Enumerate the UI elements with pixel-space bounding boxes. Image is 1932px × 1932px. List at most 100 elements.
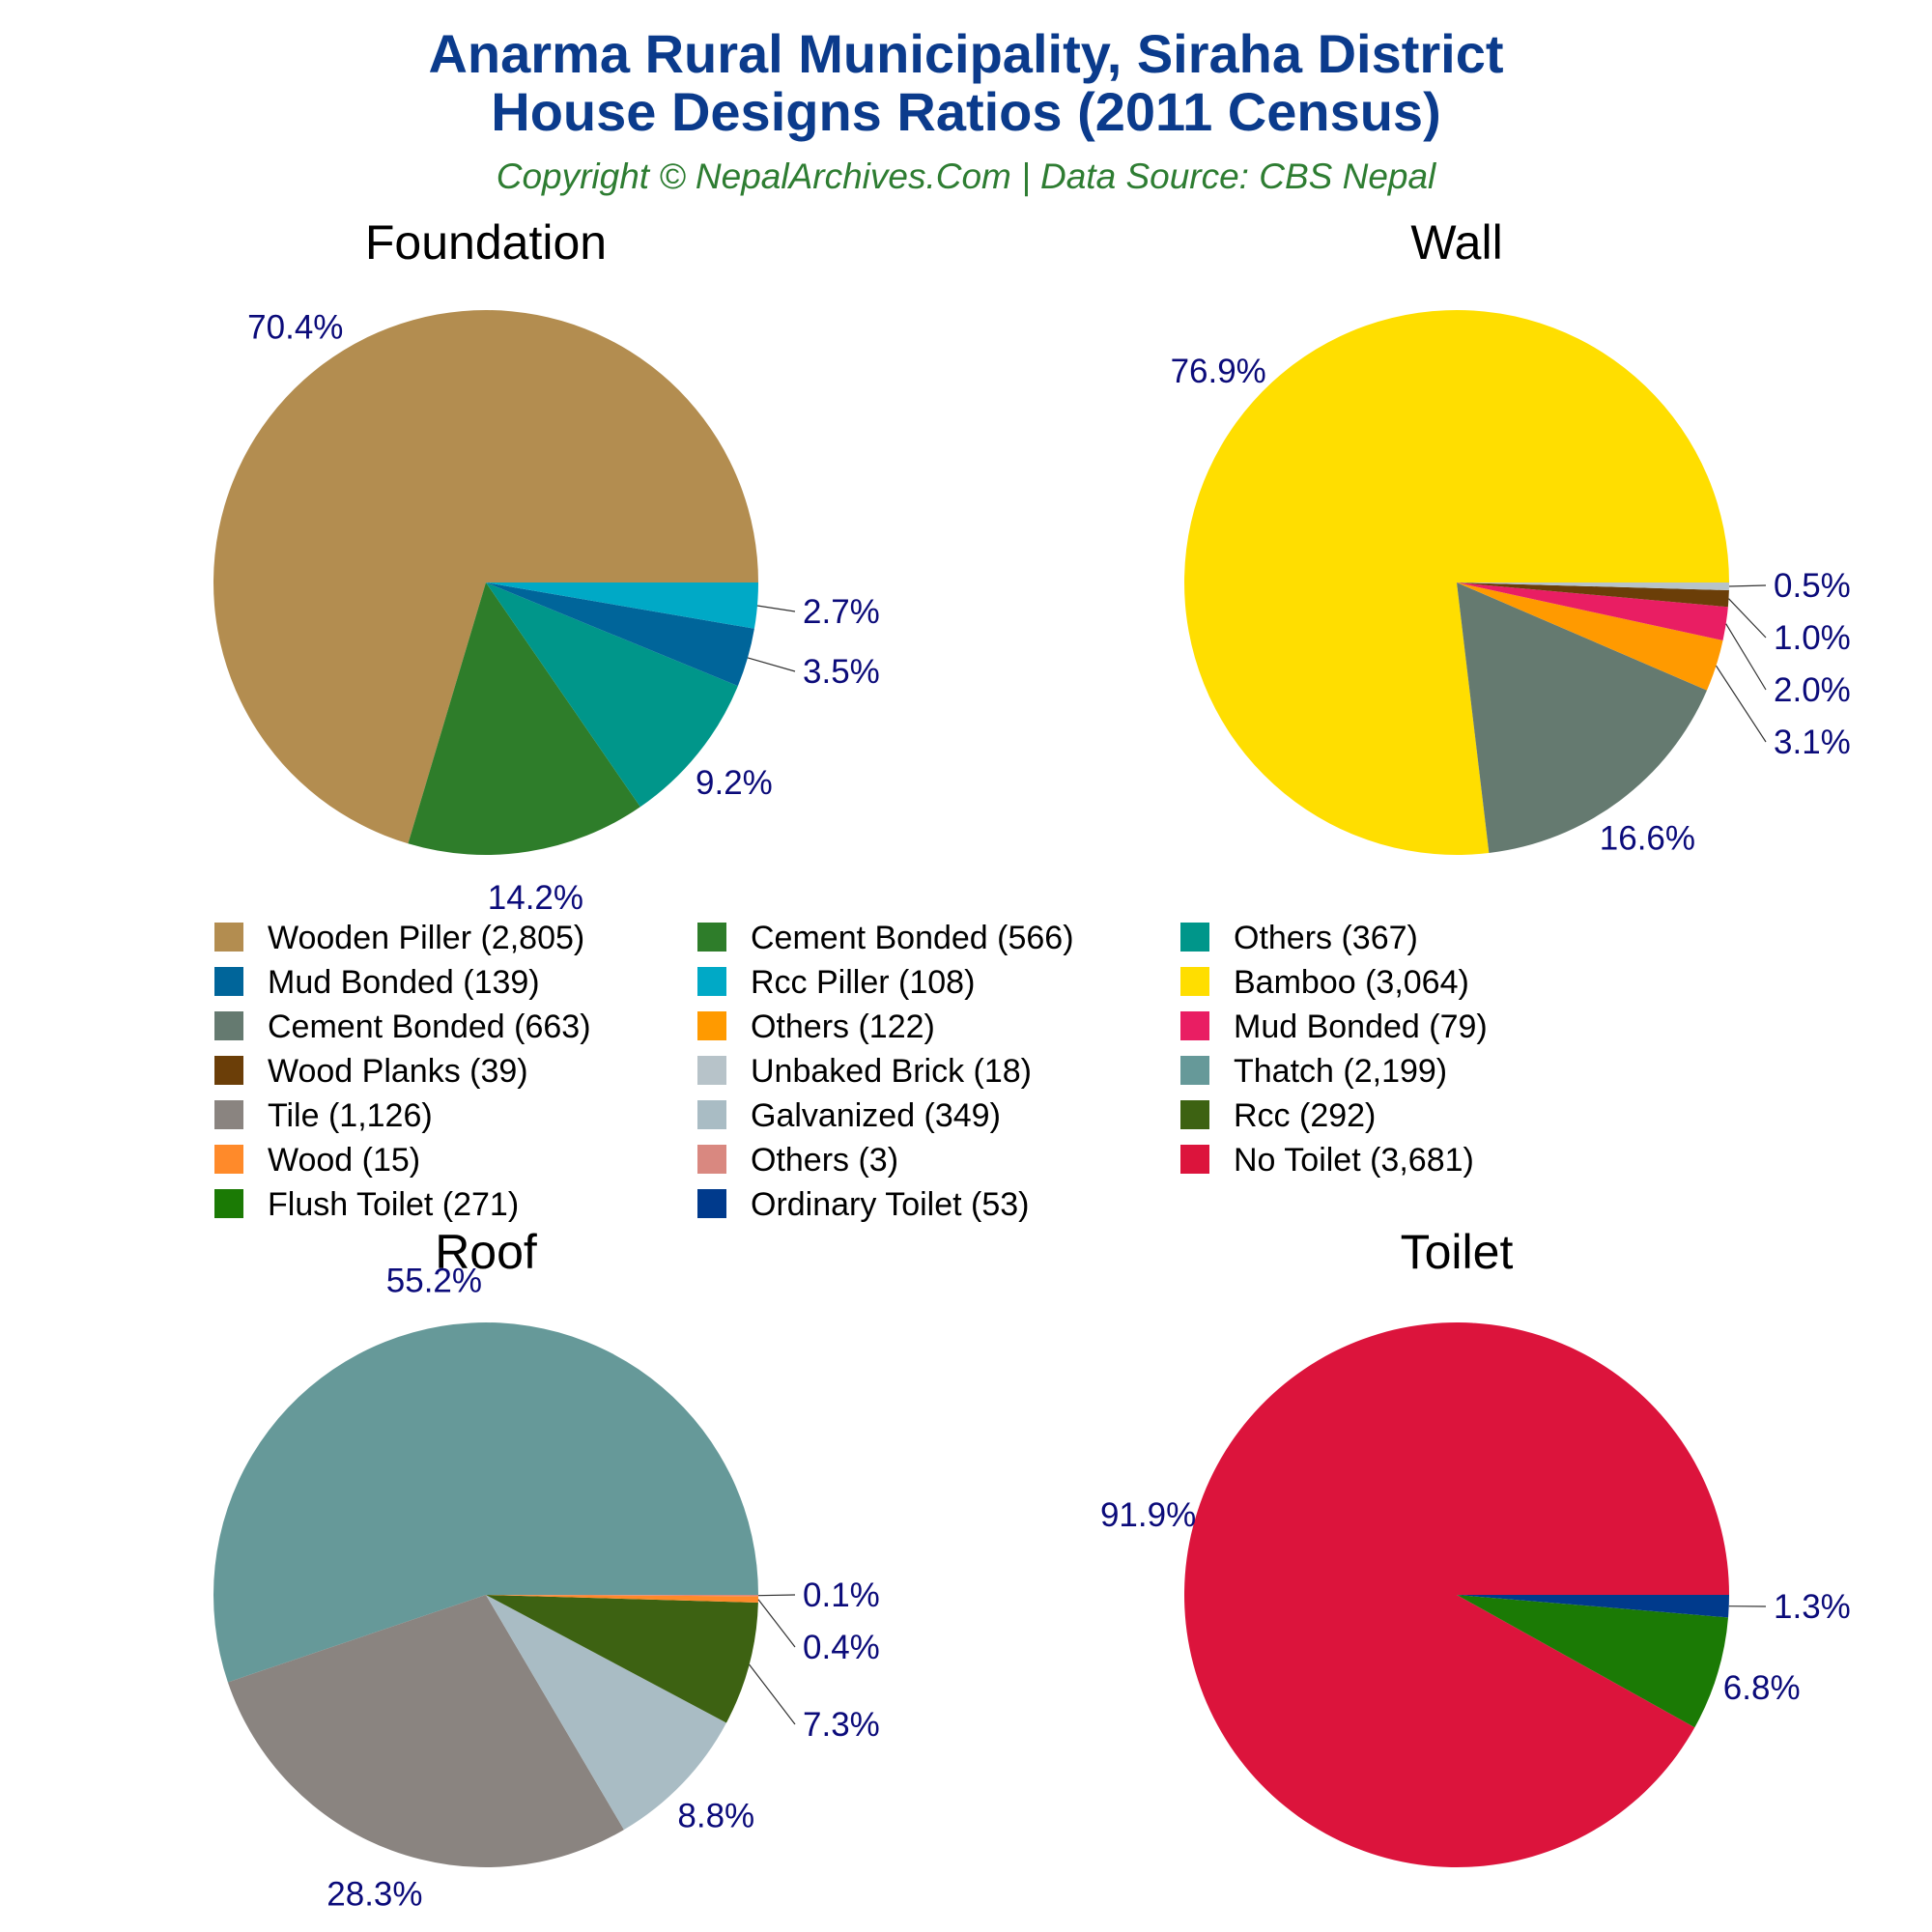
slice-roof-thatch: [213, 1322, 758, 1683]
legend-label-tile-1-126: Tile (1,126): [268, 1097, 433, 1134]
legend-swatch-wood-15: [214, 1145, 243, 1174]
legend-swatch-galvanized-349: [697, 1100, 726, 1129]
slice-roof-rcc: [486, 1595, 758, 1723]
chart-title-line1: Anarma Rural Municipality, Siraha Distri…: [428, 23, 1503, 84]
legend-swatch-unbaked-brick-18: [697, 1056, 726, 1085]
legend-label-others-3: Others (3): [751, 1142, 898, 1179]
legend-swatch-cement-bonded-566: [697, 923, 726, 952]
legend-swatch-wooden-piller-2-805: [214, 923, 243, 952]
pct-label-roof-others: 0.1%: [803, 1577, 880, 1614]
pie-title-wall: Wall: [1410, 215, 1502, 270]
legend-label-galvanized-349: Galvanized (349): [751, 1097, 1001, 1134]
slice-toilet-ordinary-toilet: [1457, 1595, 1729, 1618]
pct-label-wall-unbaked-brick: 0.5%: [1774, 567, 1851, 605]
leader-line-roof-wood: [757, 1599, 796, 1648]
legend-label-rcc-piller-108: Rcc Piller (108): [751, 964, 975, 1001]
pct-label-wall-wood-planks: 1.0%: [1774, 619, 1851, 657]
slice-roof-wood: [486, 1595, 758, 1603]
pie-toilet: Toilet 91.9% 6.8% 1.3%: [1100, 1225, 1851, 1868]
chart-subtitle: Copyright © NepalArchives.Com | Data Sou…: [497, 156, 1437, 196]
slice-foundation-mud-bonded: [486, 582, 754, 687]
leader-line-wall-unbaked-brick: [1728, 584, 1767, 587]
legend-label-thatch-2-199: Thatch (2,199): [1234, 1053, 1447, 1090]
legend-swatch-mud-bonded-79: [1180, 1011, 1209, 1040]
pct-label-wall-cement-bonded: 16.6%: [1600, 819, 1695, 857]
legend-swatch-flush-toilet-271: [214, 1189, 243, 1218]
legend-label-ordinary-toilet-53: Ordinary Toilet (53): [751, 1186, 1030, 1223]
pct-label-toilet-flush-toilet: 6.8%: [1723, 1669, 1801, 1707]
slice-roof-others: [486, 1595, 759, 1597]
pct-label-foundation-rcc-piller: 2.7%: [803, 593, 880, 631]
slice-foundation-wooden-piller: [213, 310, 758, 844]
pct-label-foundation-cement-bonded: 14.2%: [488, 879, 583, 917]
slice-toilet-flush-toilet: [1457, 1595, 1729, 1728]
legend-label-flush-toilet-271: Flush Toilet (271): [268, 1186, 519, 1223]
leader-line-wall-wood-planks: [1728, 598, 1767, 639]
legend-swatch-rcc-292: [1180, 1100, 1209, 1129]
leader-line-foundation-rcc-piller: [756, 605, 796, 612]
legend-swatch-thatch-2-199: [1180, 1056, 1209, 1085]
slice-roof-galvanized: [486, 1595, 726, 1831]
legend-label-wooden-piller-2-805: Wooden Piller (2,805): [268, 920, 584, 956]
legend-swatch-tile-1-126: [214, 1100, 243, 1129]
pie-wall: Wall 76.9% 16.6% 3.1% 2.0% 1.0% 0.5%: [1171, 215, 1851, 857]
pie-title-foundation: Foundation: [365, 215, 607, 270]
legend-label-wood-15: Wood (15): [268, 1142, 420, 1179]
legend-label-no-toilet-3-681: No Toilet (3,681): [1234, 1142, 1474, 1179]
legend-label-mud-bonded-139: Mud Bonded (139): [268, 964, 540, 1001]
pie-title-toilet: Toilet: [1401, 1225, 1514, 1279]
slice-wall-wood-planks: [1457, 582, 1729, 608]
slice-wall-unbaked-brick: [1457, 582, 1729, 590]
legend-label-cement-bonded-663: Cement Bonded (663): [268, 1009, 591, 1045]
chart-title-line2: House Designs Ratios (2011 Census): [491, 81, 1440, 142]
legend-label-rcc-292: Rcc (292): [1234, 1097, 1376, 1134]
leader-line-roof-rcc: [749, 1663, 796, 1725]
pie-foundation: Foundation 70.4% 14.2% 9.2% 3.5% 2.7%: [213, 215, 880, 917]
legend-label-others-367: Others (367): [1234, 920, 1418, 956]
legend-label-unbaked-brick-18: Unbaked Brick (18): [751, 1053, 1032, 1090]
pct-label-roof-rcc: 7.3%: [803, 1706, 880, 1744]
slice-wall-cement-bonded: [1457, 582, 1707, 854]
legend: Wooden Piller (2,805) Cement Bonded (566)…: [214, 920, 1488, 1223]
leader-line-wall-mud-bonded: [1725, 623, 1767, 691]
legend-swatch-mud-bonded-139: [214, 967, 243, 996]
pct-label-toilet-no-toilet: 91.9%: [1100, 1496, 1196, 1534]
pct-label-roof-thatch: 55.2%: [386, 1262, 482, 1299]
pct-label-roof-wood: 0.4%: [803, 1629, 880, 1666]
slice-wall-mud-bonded: [1457, 582, 1728, 641]
pct-label-roof-tile: 28.3%: [327, 1875, 422, 1913]
slice-wall-bamboo: [1183, 310, 1729, 856]
pct-label-wall-others: 3.1%: [1774, 724, 1851, 761]
slice-foundation-rcc-piller: [486, 582, 758, 629]
slice-toilet-no-toilet: [1184, 1322, 1729, 1868]
pct-label-wall-mud-bonded: 2.0%: [1774, 671, 1851, 709]
legend-swatch-others-3: [697, 1145, 726, 1174]
pct-label-roof-galvanized: 8.8%: [677, 1797, 754, 1834]
legend-swatch-wood-planks-39: [214, 1056, 243, 1085]
legend-swatch-others-122: [697, 1011, 726, 1040]
pct-label-foundation-wooden-piller: 70.4%: [247, 308, 343, 346]
legend-swatch-others-367: [1180, 923, 1209, 952]
legend-swatch-no-toilet-3-681: [1180, 1145, 1209, 1174]
pie-title-roof: Roof: [435, 1225, 537, 1279]
slice-foundation-cement-bonded: [408, 582, 640, 856]
pies-group: Foundation 70.4% 14.2% 9.2% 3.5% 2.7% Wall 76.9…: [213, 215, 1851, 1913]
legend-label-wood-planks-39: Wood Planks (39): [268, 1053, 528, 1090]
pct-label-foundation-mud-bonded: 3.5%: [803, 653, 880, 691]
legend-label-others-122: Others (122): [751, 1009, 935, 1045]
legend-label-mud-bonded-79: Mud Bonded (79): [1234, 1009, 1488, 1045]
pct-label-toilet-ordinary-toilet: 1.3%: [1774, 1588, 1851, 1626]
legend-swatch-cement-bonded-663: [214, 1011, 243, 1040]
legend-label-cement-bonded-566: Cement Bonded (566): [751, 920, 1074, 956]
slice-wall-others: [1457, 582, 1723, 691]
legend-label-bamboo-3-064: Bamboo (3,064): [1234, 964, 1469, 1001]
leader-line-wall-others: [1715, 665, 1767, 743]
slice-roof-tile: [227, 1595, 624, 1868]
leader-line-roof-others: [757, 1594, 796, 1597]
pct-label-wall-bamboo: 76.9%: [1171, 353, 1266, 390]
legend-swatch-rcc-piller-108: [697, 967, 726, 996]
legend-swatch-bamboo-3-064: [1180, 967, 1209, 996]
legend-swatch-ordinary-toilet-53: [697, 1189, 726, 1218]
